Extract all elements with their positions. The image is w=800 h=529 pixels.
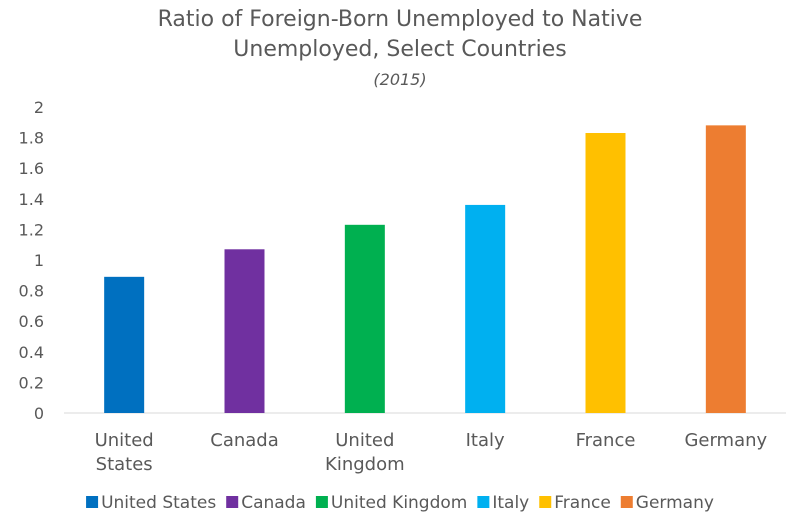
chart-subtitle: (2015): [373, 70, 427, 89]
x-tick-label: Canada: [210, 430, 279, 451]
legend-label: Germany: [636, 493, 714, 513]
bar-canada: [224, 249, 265, 413]
legend-item: United Kingdom: [315, 493, 467, 513]
y-tick-label: 0.6: [19, 312, 44, 331]
bar-united-kingdom: [344, 224, 385, 413]
legend-label: Canada: [241, 493, 306, 513]
legend-item: Italy: [477, 493, 529, 513]
y-tick-label: 0.2: [19, 373, 44, 392]
x-tick-label: France: [576, 430, 636, 451]
legend-swatch: [226, 496, 239, 508]
y-tick-label: 1: [34, 251, 44, 270]
bar-united-states: [104, 276, 145, 413]
legend: United States Canada United Kingdom Italy Fr…: [86, 493, 714, 513]
legend-label: Italy: [492, 493, 529, 513]
y-tick-label: 0.4: [19, 343, 44, 362]
y-tick-label: 0.8: [19, 282, 44, 301]
y-axis: 0 0.2 0.4 0.6 0.8 1 1.2 1.4 1.6 1.8 2: [19, 98, 44, 423]
chart-title-line-2: Unemployed, Select Countries: [233, 37, 567, 62]
legend-label: United Kingdom: [331, 493, 467, 513]
chart-title-line-1: Ratio of Foreign-Born Unemployed to Nati…: [157, 7, 643, 32]
y-tick-label: 2: [34, 98, 44, 117]
bars: [104, 125, 746, 414]
x-tick-label: United States: [95, 430, 154, 475]
legend-swatch: [477, 496, 490, 508]
bar-france: [585, 133, 626, 413]
y-tick-label: 1.6: [19, 159, 44, 178]
bar-italy: [465, 204, 506, 413]
x-tick-label: United Kingdom: [325, 430, 405, 475]
bar-germany: [705, 125, 746, 414]
legend-label: France: [554, 493, 611, 513]
y-tick-label: 1.4: [19, 190, 44, 209]
legend-swatch: [539, 496, 552, 508]
legend-item: France: [539, 493, 611, 513]
legend-item: United States: [86, 493, 216, 513]
legend-swatch: [86, 496, 99, 508]
legend-swatch: [315, 496, 328, 508]
y-tick-label: 1.8: [19, 129, 44, 148]
x-axis-labels: United States Canada United Kingdom Italy Fran…: [95, 430, 768, 475]
legend-label: United States: [101, 493, 216, 513]
x-tick-label: Italy: [466, 430, 505, 451]
y-tick-label: 1.2: [19, 220, 44, 239]
legend-swatch: [620, 496, 633, 508]
legend-item: Germany: [620, 493, 714, 513]
x-tick-label: Germany: [684, 430, 767, 451]
y-tick-label: 0: [34, 404, 44, 423]
legend-item: Canada: [226, 493, 306, 513]
